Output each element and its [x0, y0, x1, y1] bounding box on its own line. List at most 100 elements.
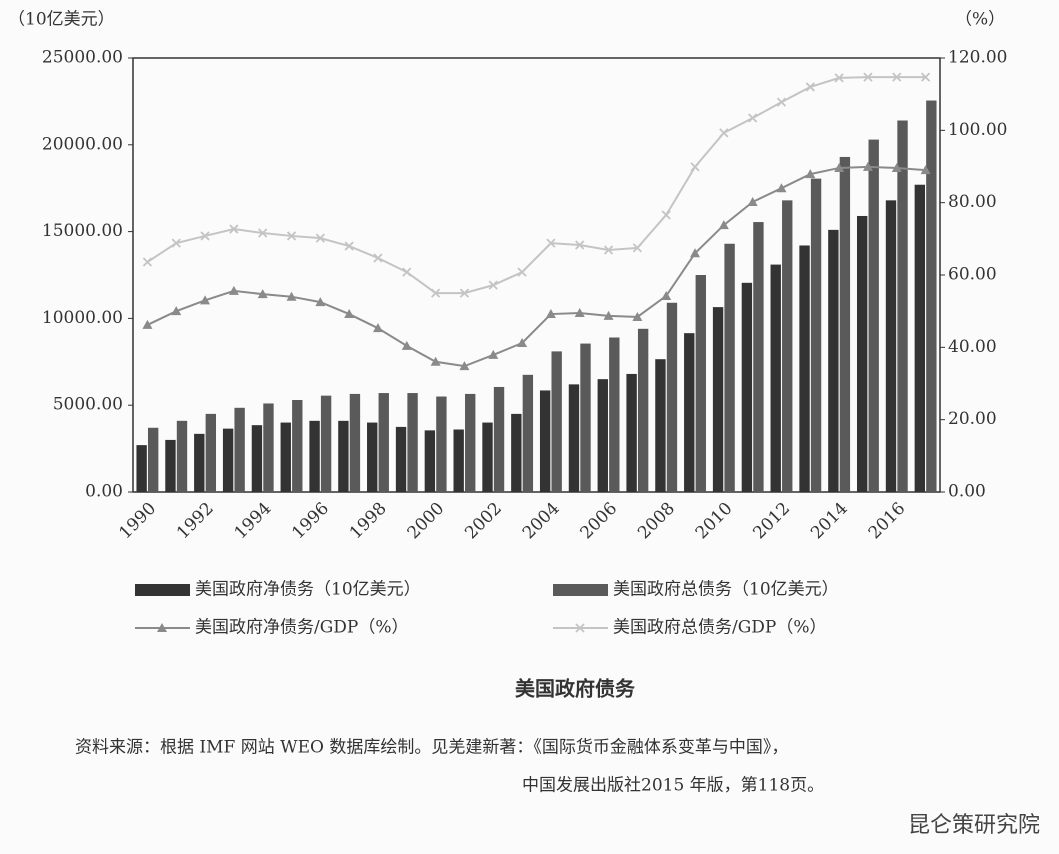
line-marker — [372, 323, 383, 333]
y-tick-label: 0.00 — [85, 482, 123, 502]
line-marker — [315, 297, 326, 307]
line-marker — [286, 231, 297, 241]
bar — [482, 422, 493, 492]
line-marker — [920, 72, 931, 82]
bar — [684, 333, 695, 492]
bar — [724, 243, 735, 492]
line-marker — [517, 337, 528, 347]
line-marker — [661, 290, 672, 300]
line-marker — [690, 162, 700, 172]
bar — [712, 307, 724, 492]
line-marker — [545, 309, 556, 319]
line-marker — [632, 311, 643, 321]
bar — [839, 156, 851, 492]
line-marker — [315, 233, 325, 243]
y2-tick-label: 20.00 — [948, 409, 997, 429]
line-marker — [863, 72, 873, 82]
bar — [770, 264, 781, 492]
line-marker — [142, 319, 153, 329]
bar — [637, 328, 649, 492]
bar — [465, 393, 476, 492]
y2-tick-label: 40.00 — [948, 337, 997, 357]
line-marker — [603, 310, 614, 320]
bar — [695, 275, 706, 492]
legend-swatch — [553, 584, 608, 596]
source-note: 资料来源：根据 IMF 网站 WEO 数据库绘制。见羌建新著：《国际货币金融体系… — [75, 738, 788, 758]
bar — [493, 386, 505, 492]
line-marker — [834, 162, 845, 172]
bar — [234, 407, 245, 492]
bar — [580, 343, 591, 492]
line-marker — [171, 306, 182, 316]
legend-label: 美国政府总债务/GDP（%） — [613, 618, 827, 638]
line-marker — [776, 183, 787, 193]
line-marker — [575, 240, 585, 250]
line-marker — [747, 196, 758, 206]
bar — [539, 390, 551, 492]
bar — [309, 420, 320, 492]
line-marker — [661, 210, 671, 220]
y-tick-label: 20000.00 — [42, 134, 123, 154]
y2-tick-label: 80.00 — [948, 192, 997, 212]
line-marker — [200, 295, 211, 305]
line-marker — [517, 267, 527, 277]
y-tick-label: 25000.00 — [42, 48, 123, 68]
bar — [782, 200, 793, 493]
y2-tick-label: 60.00 — [948, 265, 997, 285]
bar — [511, 413, 522, 492]
line-marker — [748, 113, 758, 123]
bar — [655, 359, 666, 492]
bar — [292, 399, 303, 492]
line-marker — [891, 162, 902, 172]
bar — [367, 422, 378, 492]
legend-marker — [575, 623, 585, 633]
y2-axis-unit: （%） — [955, 10, 1005, 30]
bar — [753, 222, 764, 492]
bar — [626, 373, 637, 492]
line — [146, 165, 926, 368]
line-marker — [834, 73, 844, 83]
line-marker — [603, 245, 614, 255]
bar — [741, 282, 753, 492]
line-marker — [546, 238, 556, 248]
y-tick-label: 15000.00 — [42, 221, 123, 241]
bar — [856, 215, 868, 492]
line-marker — [776, 97, 787, 107]
bar — [436, 396, 447, 492]
bar — [136, 445, 147, 492]
bar — [338, 420, 349, 492]
bar — [378, 393, 389, 492]
bar — [147, 427, 159, 492]
line-marker — [805, 169, 816, 179]
bar — [914, 184, 926, 492]
bar — [407, 393, 418, 492]
line-marker — [258, 228, 268, 238]
line-marker — [402, 267, 412, 277]
bar — [349, 393, 361, 492]
line-marker — [488, 349, 499, 359]
bar — [926, 100, 937, 493]
bar — [165, 439, 176, 492]
legend-label: 美国政府净债务/GDP（%） — [195, 618, 409, 638]
line-marker — [373, 253, 383, 263]
bar — [868, 139, 879, 493]
line — [146, 76, 926, 295]
source-note: 中国发展出版社2015 年版，第118页。 — [522, 776, 824, 796]
y2-tick-label: 0.00 — [948, 482, 986, 502]
bar — [280, 422, 291, 492]
bar — [666, 302, 678, 492]
line-marker — [171, 238, 181, 248]
y-tick-label: 10000.00 — [42, 308, 123, 328]
legend-marker — [157, 623, 167, 632]
legend-label: 美国政府净债务（10亿美元） — [195, 580, 421, 600]
line-marker — [229, 224, 239, 234]
bar — [222, 428, 234, 492]
bar — [263, 403, 274, 492]
line-marker — [430, 356, 441, 366]
bar — [522, 374, 534, 492]
bar — [205, 413, 217, 492]
bar — [395, 426, 407, 492]
line-marker — [718, 220, 729, 230]
bar — [424, 430, 436, 492]
